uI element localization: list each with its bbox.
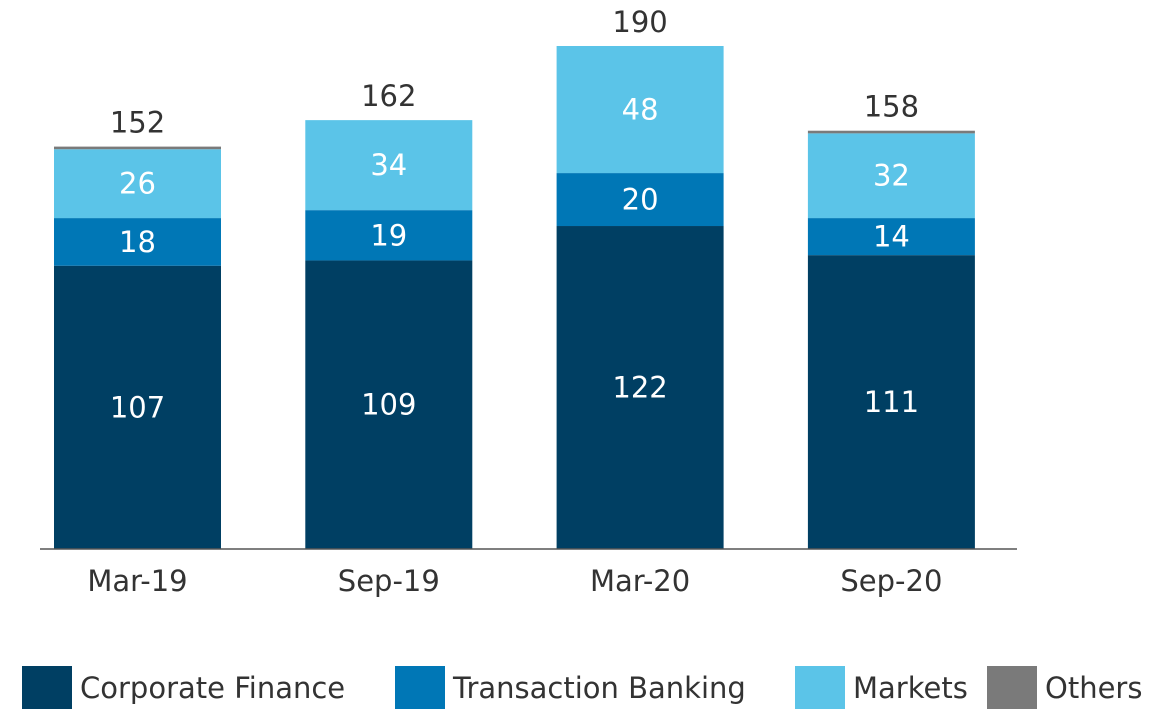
bar-segment — [807, 133, 975, 219]
total-label: 190 — [612, 5, 667, 39]
data-label: 111 — [864, 385, 919, 419]
data-label: 34 — [370, 148, 407, 182]
x-tick-label: Mar-20 — [590, 564, 690, 598]
data-label: 48 — [622, 93, 659, 127]
total-label: 162 — [361, 79, 416, 113]
bar-segment — [54, 218, 221, 266]
data-label: 19 — [370, 218, 407, 252]
total-label: 158 — [864, 90, 919, 124]
bar-segment — [54, 149, 221, 219]
legend-swatch — [987, 666, 1037, 709]
bar-segment — [305, 260, 473, 549]
legend-label: Others — [1045, 671, 1142, 705]
bar-segment — [54, 265, 221, 549]
legend-label: Markets — [853, 671, 968, 705]
data-label: 14 — [873, 220, 910, 254]
bar-segment — [807, 218, 975, 256]
bar-segment — [807, 255, 975, 550]
legend-swatch — [795, 666, 845, 709]
legend-swatch — [395, 666, 445, 709]
data-label: 20 — [622, 183, 659, 217]
legend-label: Corporate Finance — [80, 671, 345, 705]
x-tick-label: Mar-19 — [87, 564, 187, 598]
bar-segment — [305, 120, 473, 211]
data-label: 18 — [119, 225, 156, 259]
data-label: 26 — [119, 167, 156, 201]
bar-segment — [305, 210, 473, 261]
legend-label: Transaction Banking — [452, 671, 746, 705]
x-tick-label: Sep-20 — [840, 564, 942, 598]
data-label: 109 — [361, 388, 416, 422]
bar-segment — [807, 130, 975, 134]
x-tick-label: Sep-19 — [338, 564, 440, 598]
bar-segment — [556, 173, 724, 227]
legend-swatch — [22, 666, 72, 709]
total-label: 152 — [110, 106, 165, 140]
bar-segment — [556, 46, 724, 174]
bar-segment — [54, 146, 221, 150]
data-label: 107 — [110, 390, 165, 424]
bar-segment — [556, 226, 724, 549]
data-label: 32 — [873, 159, 910, 193]
data-label: 122 — [612, 371, 667, 405]
